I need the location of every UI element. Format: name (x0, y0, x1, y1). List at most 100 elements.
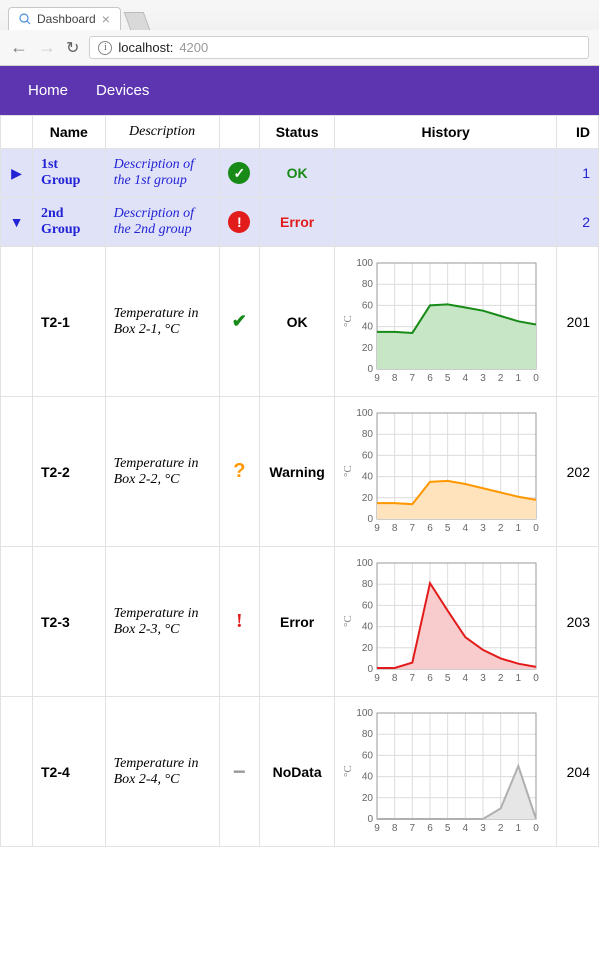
row-expander (1, 547, 33, 697)
expander-icon[interactable]: ▶ (1, 149, 33, 198)
chart-ylabel: °C (342, 767, 354, 777)
svg-text:4: 4 (463, 823, 469, 834)
tab-title: Dashboard (37, 12, 96, 26)
nav-devices[interactable]: Devices (96, 82, 149, 99)
svg-text:20: 20 (362, 642, 374, 653)
svg-text:0: 0 (368, 364, 374, 375)
svg-text:1: 1 (516, 523, 522, 534)
site-info-icon[interactable]: i (98, 41, 112, 55)
row-status-text: OK (260, 247, 335, 397)
ok-filled-icon: ✓ (228, 162, 250, 184)
row-id: 204 (557, 697, 599, 847)
svg-text:3: 3 (480, 823, 486, 834)
svg-text:0: 0 (368, 814, 374, 825)
svg-text:8: 8 (392, 523, 398, 534)
svg-text:2: 2 (498, 523, 504, 534)
group-status-text: Error (260, 198, 335, 247)
svg-text:0: 0 (533, 523, 539, 534)
address-bar: ← → ↻ i localhost: 4200 (0, 30, 599, 65)
group-description: Description of the 2nd group (105, 198, 219, 247)
svg-text:5: 5 (445, 373, 451, 384)
row-status-icon-cell: − (219, 697, 259, 847)
svg-text:6: 6 (427, 823, 433, 834)
svg-text:20: 20 (362, 792, 374, 803)
table-row: T2-4 Temperature in Box 2-4, °C − NoData… (1, 697, 599, 847)
svg-text:80: 80 (362, 279, 374, 290)
app-navbar: Home Devices (0, 66, 599, 115)
ok-icon: ✔ (232, 311, 247, 331)
svg-text:60: 60 (362, 450, 374, 461)
svg-text:8: 8 (392, 673, 398, 684)
nav-home[interactable]: Home (28, 82, 68, 99)
group-description: Description of the 1st group (105, 149, 219, 198)
new-tab-button[interactable] (124, 12, 151, 30)
svg-text:40: 40 (362, 771, 374, 782)
svg-text:5: 5 (445, 523, 451, 534)
svg-text:2: 2 (498, 823, 504, 834)
row-description: Temperature in Box 2-3, °C (105, 547, 219, 697)
back-button[interactable]: ← (10, 37, 28, 58)
reload-button[interactable]: ↻ (66, 38, 79, 58)
group-history (335, 149, 557, 198)
group-name: 1st Group (32, 149, 105, 198)
url-input[interactable]: i localhost: 4200 (89, 36, 589, 59)
svg-text:100: 100 (357, 258, 374, 269)
row-history: °C 0204060801009876543210 (335, 697, 557, 847)
expander-icon[interactable]: ▼ (1, 198, 33, 247)
svg-text:8: 8 (392, 373, 398, 384)
row-history: °C 0204060801009876543210 (335, 397, 557, 547)
group-id: 1 (557, 149, 599, 198)
chart-ylabel: °C (342, 617, 354, 627)
row-expander (1, 397, 33, 547)
svg-text:0: 0 (368, 664, 374, 675)
svg-text:7: 7 (410, 673, 416, 684)
row-name: T2-1 (32, 247, 105, 397)
row-history: °C 0204060801009876543210 (335, 247, 557, 397)
header-status-icon (219, 116, 259, 149)
history-chart: °C 0204060801009876543210 (343, 257, 548, 387)
svg-text:9: 9 (374, 523, 380, 534)
svg-text:7: 7 (410, 823, 416, 834)
tab-bar: Dashboard × (0, 0, 599, 30)
history-chart: °C 0204060801009876543210 (343, 407, 548, 537)
svg-text:40: 40 (362, 471, 374, 482)
svg-text:3: 3 (480, 673, 486, 684)
group-status-icon-cell: ✓ (219, 149, 259, 198)
svg-text:80: 80 (362, 579, 374, 590)
tab-close-icon[interactable]: × (102, 13, 110, 25)
group-id: 2 (557, 198, 599, 247)
svg-text:20: 20 (362, 492, 374, 503)
url-host: localhost: (118, 40, 173, 55)
header-expander (1, 116, 33, 149)
svg-text:9: 9 (374, 673, 380, 684)
group-row[interactable]: ▼ 2nd Group Description of the 2nd group… (1, 198, 599, 247)
url-port: 4200 (179, 40, 208, 55)
svg-text:100: 100 (357, 558, 374, 569)
row-name: T2-4 (32, 697, 105, 847)
forward-button[interactable]: → (38, 37, 56, 58)
chart-ylabel: °C (342, 317, 354, 327)
svg-text:2: 2 (498, 373, 504, 384)
svg-text:3: 3 (480, 373, 486, 384)
svg-text:6: 6 (427, 673, 433, 684)
svg-text:1: 1 (516, 373, 522, 384)
error-filled-icon: ! (228, 211, 250, 233)
row-status-icon-cell: ? (219, 397, 259, 547)
group-status-text: OK (260, 149, 335, 198)
row-status-icon-cell: ! (219, 547, 259, 697)
history-chart: °C 0204060801009876543210 (343, 707, 548, 837)
svg-text:0: 0 (533, 823, 539, 834)
row-name: T2-3 (32, 547, 105, 697)
row-status-text: NoData (260, 697, 335, 847)
svg-text:8: 8 (392, 823, 398, 834)
group-row[interactable]: ▶ 1st Group Description of the 1st group… (1, 149, 599, 198)
svg-text:0: 0 (533, 373, 539, 384)
browser-tab[interactable]: Dashboard × (8, 7, 121, 30)
group-name: 2nd Group (32, 198, 105, 247)
svg-text:6: 6 (427, 373, 433, 384)
group-status-icon-cell: ! (219, 198, 259, 247)
header-description: Description (105, 116, 219, 149)
svg-text:4: 4 (463, 373, 469, 384)
warning-icon: ? (233, 460, 245, 482)
header-name: Name (32, 116, 105, 149)
